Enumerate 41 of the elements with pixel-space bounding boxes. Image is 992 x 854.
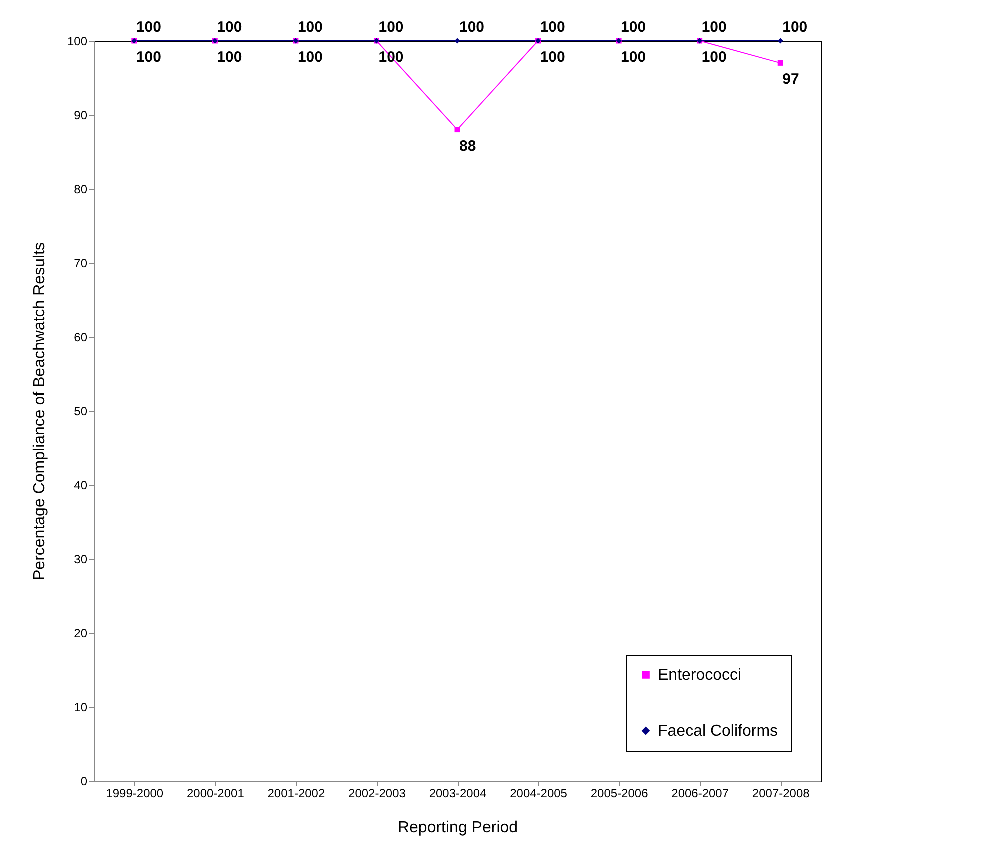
y-tick-label: 30 <box>74 552 88 566</box>
data-label: 88 <box>460 138 476 155</box>
y-tick-label: 90 <box>74 108 88 122</box>
x-tick-label: 2006-2007 <box>672 786 730 800</box>
x-axis-title: Reporting Period <box>398 820 518 836</box>
data-label: 100 <box>298 19 323 36</box>
y-tick-label: 40 <box>74 478 88 492</box>
data-label: 100 <box>540 49 566 66</box>
x-tick-label: 2003-2004 <box>429 786 488 800</box>
data-label: 100 <box>136 19 162 36</box>
y-tick-label: 10 <box>74 700 88 714</box>
y-tick-label: 20 <box>74 626 88 640</box>
data-label: 100 <box>460 19 485 36</box>
x-tick-label: 2004-2005 <box>510 786 568 800</box>
x-tick-label: 2000-2001 <box>186 786 245 800</box>
data-label: 100 <box>378 19 404 36</box>
y-tick-label: 0 <box>80 774 88 788</box>
y-axis-title: Percentage Compliance of Beachwatch Results <box>31 242 48 580</box>
data-label: 100 <box>298 49 323 66</box>
x-tick-label: 1999-2000 <box>106 786 164 800</box>
x-tick-label: 2001-2002 <box>268 786 326 800</box>
data-label: 100 <box>217 19 242 36</box>
legend-label: Enterococci <box>658 667 742 684</box>
data-label: 100 <box>136 49 162 66</box>
y-tick-label: 80 <box>74 182 88 196</box>
data-label: 100 <box>702 49 727 66</box>
data-label: 100 <box>702 19 727 36</box>
data-label: 100 <box>621 49 646 66</box>
data-label: 100 <box>782 19 808 36</box>
data-label: 100 <box>540 19 566 36</box>
data-label: 97 <box>782 71 800 88</box>
x-tick-label: 2005-2006 <box>590 786 649 800</box>
y-tick-label: 100 <box>67 34 88 48</box>
data-label: 100 <box>621 19 646 36</box>
data-label: 100 <box>217 49 242 66</box>
x-tick-label: 2002-2003 <box>348 786 406 800</box>
legend-label: Faecal Coliforms <box>658 723 778 740</box>
y-tick-label: 50 <box>74 404 88 418</box>
x-tick-label: 2007-2008 <box>752 786 810 800</box>
y-tick-label: 60 <box>74 330 88 344</box>
y-tick-label: 70 <box>74 256 88 270</box>
